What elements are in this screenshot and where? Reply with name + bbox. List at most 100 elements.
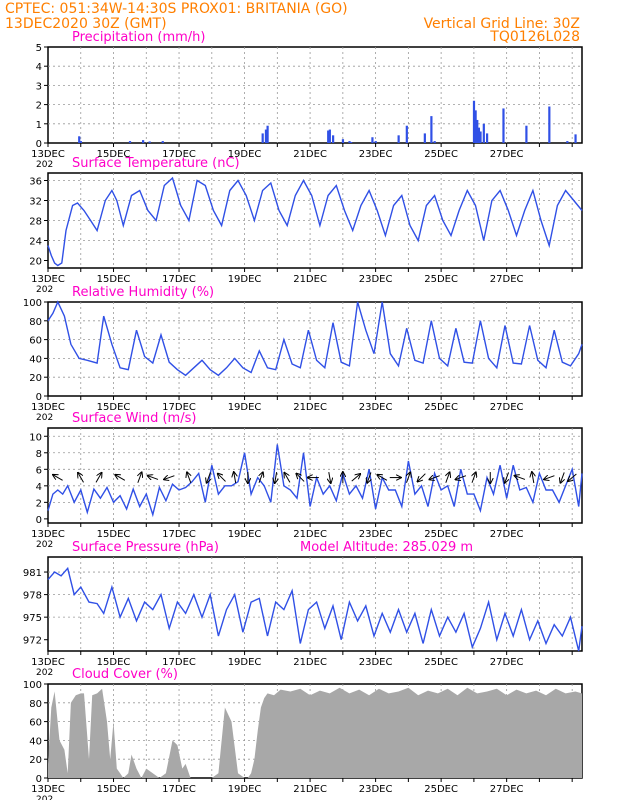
wind-vector-arrow <box>377 475 388 481</box>
rh-ytick-label: 100 <box>23 298 42 309</box>
cloud-ytick-label: 20 <box>29 755 42 766</box>
temp-line <box>47 176 583 267</box>
wind-vector-arrow <box>532 472 534 484</box>
wind-ytick-label: 10 <box>29 432 42 443</box>
precip-date-label: 15DEC <box>97 149 131 160</box>
rh-date-label: 25DEC <box>424 402 458 413</box>
rh-ytick-label: 80 <box>29 317 42 328</box>
wind-ytick-label: 4 <box>36 482 42 493</box>
wind-vector-arrow <box>351 474 360 482</box>
pressure-frame <box>47 556 583 652</box>
panels: Precipitation (mm/h) 0 1 2 3 4 5 13DEC 15DEC 17DE… <box>23 30 583 800</box>
temp-date-label: 13DEC <box>31 274 65 285</box>
temp-date-label: 25DEC <box>424 274 458 285</box>
precip-bar <box>477 127 481 143</box>
precip-bar <box>142 140 145 143</box>
header-run-date: 13DEC2020 30Z (GMT) <box>5 16 167 32</box>
rh-ytick-label: 40 <box>29 354 42 365</box>
wind-date-label: 17DEC <box>162 529 196 540</box>
precip-bar <box>341 139 345 143</box>
rh-date-label: 21DEC <box>293 402 327 413</box>
pressure-date-label: 15DEC <box>97 657 131 668</box>
wind-vector-arrow <box>429 476 440 480</box>
temp-date-label: 19DEC <box>228 274 262 285</box>
temp-ytick-label: 36 <box>29 177 42 188</box>
cloud-date-label: 19DEC <box>228 784 262 795</box>
pressure-date-label: 21DEC <box>293 657 327 668</box>
cloud-ytick-label: 0 <box>36 774 42 785</box>
cloud-date-label: 21DEC <box>293 784 327 795</box>
wind-date-label: 27DEC <box>490 529 524 540</box>
wind-vector-arrow <box>218 474 226 482</box>
wind-vector-arrow <box>505 472 509 482</box>
precip-bar <box>327 130 330 143</box>
wind-vector-arrow <box>560 472 564 482</box>
pressure-line <box>47 566 583 652</box>
precip-bar <box>525 125 528 143</box>
rh-date-label: 27DEC <box>490 402 524 413</box>
precip-date-label: 27DEC <box>490 149 524 160</box>
wind-line <box>47 444 583 518</box>
temp-ytick-label: 32 <box>29 197 42 208</box>
pressure-title: Surface Pressure (hPa) <box>72 540 219 555</box>
wind-vector-arrow <box>187 472 191 483</box>
precip-ytick-label: 3 <box>36 81 42 92</box>
wind-vector-arrow <box>53 475 63 481</box>
wind-vector-arrow <box>234 472 236 484</box>
wind-vector-arrow <box>138 472 142 483</box>
precip-bar <box>128 141 132 143</box>
wind-vector-arrow <box>95 473 102 483</box>
precip-year-label: 202 <box>36 160 53 170</box>
temp-ytick-label: 28 <box>29 217 42 228</box>
pressure-ytick-label: 975 <box>23 613 42 624</box>
precip-bar <box>374 141 377 143</box>
precip-bar <box>78 136 81 143</box>
precip-date-label: 23DEC <box>359 149 393 160</box>
wind-vector-arrow <box>78 473 84 483</box>
rh-year-label: 202 <box>36 413 53 423</box>
cloud-year-label: 202 <box>36 795 53 800</box>
precip-bar <box>479 131 482 143</box>
cloud-date-label: 25DEC <box>424 784 458 795</box>
model-altitude: Model Altitude: 285.029 m <box>300 540 473 555</box>
pressure-ytick-label: 972 <box>23 636 42 647</box>
pressure-year-label: 202 <box>36 668 53 678</box>
precip-ytick-label: 4 <box>36 62 42 73</box>
cloud-ytick-label: 100 <box>23 680 42 691</box>
wind-vector-arrow <box>164 476 175 480</box>
temp-date-label: 23DEC <box>359 274 393 285</box>
wind-date-label: 13DEC <box>31 529 65 540</box>
wind-vector-arrow <box>284 473 291 483</box>
precip-bar <box>348 141 351 143</box>
precip-bar <box>397 135 400 143</box>
wind-vector-arrow <box>406 472 410 483</box>
rh-date-label: 15DEC <box>97 402 131 413</box>
header-run-code: TQ0126L028 <box>489 29 580 45</box>
precip-date-label: 19DEC <box>228 149 262 160</box>
precip-bar <box>350 142 353 143</box>
rh-title: Relative Humidity (%) <box>72 285 214 300</box>
precip-bar <box>148 141 151 143</box>
wind-ytick-label: 0 <box>36 515 42 526</box>
header-grid-note: Vertical Grid Line: 30Z <box>424 16 580 32</box>
cloud-area <box>48 687 582 778</box>
precip-bar <box>482 123 485 143</box>
wind-vector-arrow <box>207 472 211 482</box>
precip-date-label: 21DEC <box>293 149 327 160</box>
wind-title: Surface Wind (m/s) <box>72 411 196 426</box>
pressure-ytick-label: 978 <box>23 591 42 602</box>
rh-ytick-label: 0 <box>36 392 42 403</box>
wind-vector-arrow <box>568 473 577 481</box>
wind-panel: Surface Wind (m/s) 0 2 4 6 8 10 13DEC 15DEC 17DEC… <box>29 411 583 550</box>
cloud-date-label: 17DEC <box>162 784 196 795</box>
cloud-date-label: 27DEC <box>490 784 524 795</box>
wind-year-label: 202 <box>36 540 53 550</box>
precip-date-label: 25DEC <box>424 149 458 160</box>
wind-vector-arrow <box>259 472 263 483</box>
wind-date-label: 19DEC <box>228 529 262 540</box>
wind-date-label: 25DEC <box>424 529 458 540</box>
wind-vector-arrow <box>418 473 426 482</box>
rh-date-label: 17DEC <box>162 402 196 413</box>
cloud-date-label: 23DEC <box>359 784 393 795</box>
